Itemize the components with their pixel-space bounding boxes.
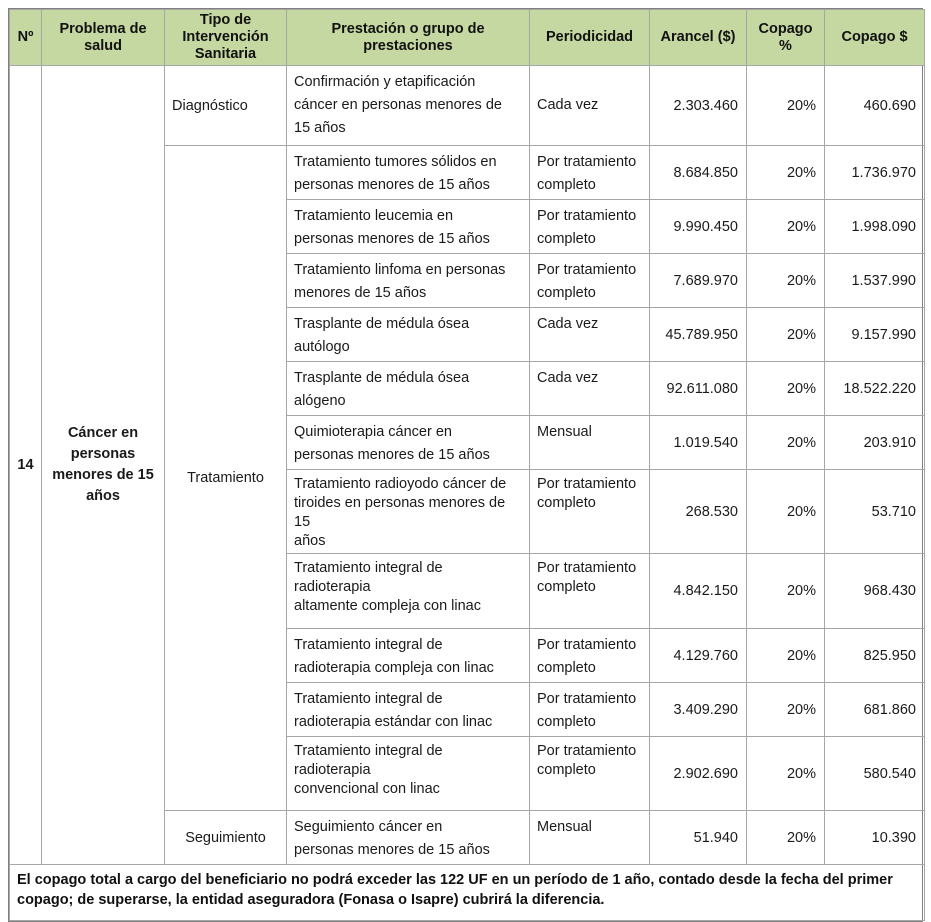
col-header-copago-pesos: Copago $ — [824, 9, 925, 66]
table-row: Trasplante de médula ósea alógeno Cada v… — [10, 361, 925, 416]
cell-prestacion: Tratamiento integral de radioterapia alt… — [286, 553, 530, 629]
cell-prestacion: Trasplante de médula ósea autólogo — [286, 307, 530, 362]
cell-arancel: 4.129.760 — [649, 628, 747, 683]
cell-copago: 681.860 — [824, 682, 925, 737]
cell-copago: 1.537.990 — [824, 253, 925, 308]
cell-arancel: 2.902.690 — [649, 736, 747, 811]
cell-periodicidad: Por tratamiento completo — [529, 253, 650, 308]
col-header-numero: Nº — [9, 9, 42, 66]
table-row: Tratamiento integral de radioterapia alt… — [10, 553, 925, 629]
cell-prestacion: Tratamiento integral de radioterapia est… — [286, 682, 530, 737]
cell-prestacion: Tratamiento radioyodo cáncer de tiroides… — [286, 469, 530, 554]
cell-copago-pct: 20% — [746, 361, 825, 416]
cell-arancel: 9.990.450 — [649, 199, 747, 254]
cell-periodicidad: Cada vez — [529, 65, 650, 146]
cell-copago-pct: 20% — [746, 469, 825, 554]
cell-periodicidad: Cada vez — [529, 307, 650, 362]
cell-periodicidad: Por tratamiento completo — [529, 736, 650, 811]
cell-prestacion: Tratamiento leucemia en personas menores… — [286, 199, 530, 254]
cell-arancel: 8.684.850 — [649, 145, 747, 200]
cell-copago-pct: 20% — [746, 415, 825, 470]
table-row: Tratamiento integral de radioterapia est… — [10, 682, 925, 737]
cell-numero: 14 — [9, 65, 42, 865]
cell-arancel: 4.842.150 — [649, 553, 747, 629]
cell-copago-pct: 20% — [746, 253, 825, 308]
cell-prestacion: Tratamiento integral de radioterapia com… — [286, 628, 530, 683]
cell-copago: 1.736.970 — [824, 145, 925, 200]
cell-arancel: 51.940 — [649, 810, 747, 865]
cell-periodicidad: Por tratamiento completo — [529, 199, 650, 254]
cell-copago: 10.390 — [824, 810, 925, 865]
cell-copago: 18.522.220 — [824, 361, 925, 416]
cell-copago: 460.690 — [824, 65, 925, 146]
col-header-prestacion: Prestación o grupo de prestaciones — [286, 9, 530, 66]
cell-copago-pct: 20% — [746, 199, 825, 254]
col-header-copago-pct: Copago % — [746, 9, 825, 66]
cell-tipo-seguimiento: Seguimiento — [164, 810, 287, 865]
cell-problema-de-salud: Cáncer en personas menores de 15 años — [41, 65, 165, 865]
cell-arancel: 92.611.080 — [649, 361, 747, 416]
footer-row: El copago total a cargo del beneficiario… — [9, 864, 925, 921]
cell-periodicidad: Cada vez — [529, 361, 650, 416]
cell-prestacion: Trasplante de médula ósea alógeno — [286, 361, 530, 416]
cell-periodicidad: Por tratamiento completo — [529, 553, 650, 629]
cell-copago: 9.157.990 — [824, 307, 925, 362]
cell-prestacion: Tratamiento integral de radioterapia con… — [286, 736, 530, 811]
cell-tipo-tratamiento: Tratamiento — [164, 145, 287, 811]
col-header-tipo-intervencion: Tipo de Intervención Sanitaria — [164, 9, 287, 66]
cell-copago-pct: 20% — [746, 65, 825, 146]
table-row: Tratamiento leucemia en personas menores… — [10, 199, 925, 254]
table-row: 14 Cáncer en personas menores de 15 años… — [9, 65, 925, 865]
table-row: Tratamiento radioyodo cáncer de tiroides… — [10, 469, 925, 554]
cell-periodicidad: Por tratamiento completo — [529, 145, 650, 200]
cell-prestacion: Tratamiento linfoma en personas menores … — [286, 253, 530, 308]
col-header-periodicidad: Periodicidad — [529, 9, 650, 66]
cell-copago-pct: 20% — [746, 145, 825, 200]
cell-arancel: 1.019.540 — [649, 415, 747, 470]
ges-benefits-table-container: Nº Problema de salud Tipo de Intervenció… — [8, 8, 925, 922]
cell-copago: 1.998.090 — [824, 199, 925, 254]
cell-periodicidad: Mensual — [529, 810, 650, 865]
col-header-arancel: Arancel ($) — [649, 9, 747, 66]
table-row: Tratamiento integral de radioterapia com… — [10, 628, 925, 683]
cell-copago: 203.910 — [824, 415, 925, 470]
cell-copago-pct: 20% — [746, 628, 825, 683]
cell-copago: 53.710 — [824, 469, 925, 554]
cell-tipo-diagnostico: Diagnóstico — [164, 65, 287, 146]
cell-periodicidad: Mensual — [529, 415, 650, 470]
cell-arancel: 45.789.950 — [649, 307, 747, 362]
cell-periodicidad: Por tratamiento completo — [529, 469, 650, 554]
cell-copago-pct: 20% — [746, 682, 825, 737]
table-row: Tratamiento linfoma en personas menores … — [10, 253, 925, 308]
cell-prestacion: Confirmación y etapificación cáncer en p… — [286, 65, 530, 146]
cell-copago: 580.540 — [824, 736, 925, 811]
ges-benefits-table: Nº Problema de salud Tipo de Intervenció… — [9, 9, 925, 921]
table-row: Tratamiento Tratamiento tumores sólidos … — [10, 145, 925, 811]
cell-periodicidad: Por tratamiento completo — [529, 682, 650, 737]
cell-arancel: 7.689.970 — [649, 253, 747, 308]
cell-copago-pct: 20% — [746, 307, 825, 362]
cell-prestacion: Quimioterapia cáncer en personas menores… — [286, 415, 530, 470]
cell-periodicidad: Por tratamiento completo — [529, 628, 650, 683]
cell-prestacion: Tratamiento tumores sólidos en personas … — [286, 145, 530, 200]
col-header-problema-de-salud: Problema de salud — [41, 9, 165, 66]
footer-note: El copago total a cargo del beneficiario… — [9, 864, 925, 921]
cell-copago-pct: 20% — [746, 810, 825, 865]
cell-copago-pct: 20% — [746, 553, 825, 629]
cell-arancel: 3.409.290 — [649, 682, 747, 737]
cell-prestacion: Seguimiento cáncer en personas menores d… — [286, 810, 530, 865]
cell-arancel: 2.303.460 — [649, 65, 747, 146]
cell-copago: 825.950 — [824, 628, 925, 683]
cell-copago-pct: 20% — [746, 736, 825, 811]
cell-arancel: 268.530 — [649, 469, 747, 554]
header-row: Nº Problema de salud Tipo de Intervenció… — [9, 9, 925, 66]
table-row: Quimioterapia cáncer en personas menores… — [10, 415, 925, 470]
cell-copago: 968.430 — [824, 553, 925, 629]
